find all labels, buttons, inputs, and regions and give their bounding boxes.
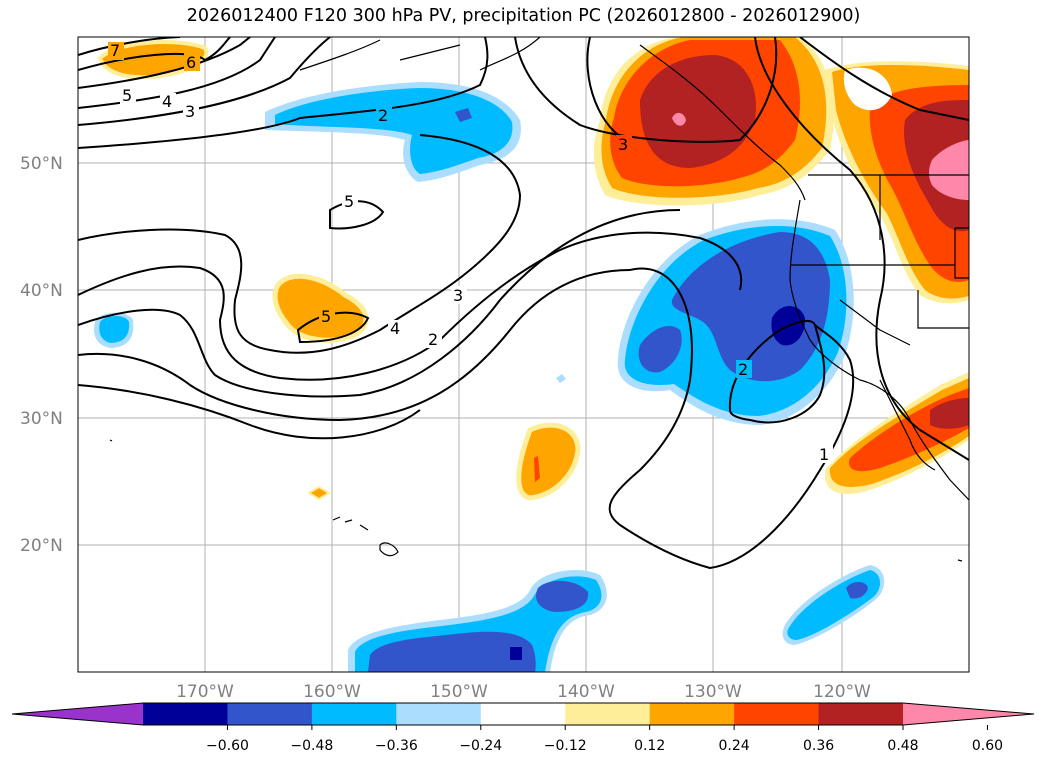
contour-4-loop	[78, 134, 522, 354]
contour-label-2-north: 2	[378, 106, 388, 125]
contour-loop-south	[78, 384, 421, 440]
contour-east-2	[799, 37, 969, 121]
coastline-west-us	[789, 199, 969, 501]
lat-label-40n: 40°N	[20, 281, 63, 301]
colorbar-tick-label: −0.24	[459, 738, 502, 754]
precip-area-se-dot	[556, 374, 566, 383]
contour-label-4: 4	[162, 92, 172, 111]
lon-label-140w: 140°W	[557, 682, 615, 702]
colorbar-segment	[565, 703, 651, 725]
coastline-islands	[109, 439, 963, 562]
precip-area-west-small-core	[99, 316, 130, 343]
precip-area-ne-pacific-peak	[672, 112, 686, 126]
latitude-labels: 50°N 40°N 30°N 20°N	[20, 154, 63, 556]
colorbar-tick-label: −0.60	[206, 738, 249, 754]
contour-5-north	[78, 37, 251, 89]
contour-label-4-loop: 4	[390, 319, 400, 338]
colorbar-segment	[649, 703, 735, 725]
lat-label-20n: 20°N	[20, 536, 63, 556]
colorbar-tick-label: −0.48	[290, 738, 333, 754]
lon-label-150w: 150°W	[430, 682, 488, 702]
lon-label-170w: 170°W	[176, 682, 234, 702]
precip-area-se-blue	[846, 582, 868, 599]
coastline-alaska	[299, 37, 541, 71]
precip-area-mexico-dark	[930, 398, 969, 429]
precip-area-subtropic-orange	[516, 422, 581, 501]
precip-area-south-blue	[368, 631, 536, 672]
precip-area-diamond	[307, 485, 331, 501]
contour-4-north	[78, 37, 276, 109]
contour-label-2-loop: 2	[428, 330, 438, 349]
precip-area-north-pacific-blue	[275, 88, 513, 174]
contour-label-7: 7	[110, 41, 120, 60]
state-borders	[790, 174, 969, 346]
colorbar-segment	[480, 703, 566, 725]
coastlines	[109, 37, 969, 562]
map-frame	[77, 36, 970, 673]
colorbar-tick-label: 0.12	[634, 738, 665, 754]
precip-area-inland-peak	[929, 140, 969, 200]
contour-label-5: 5	[122, 86, 132, 105]
precip-area-south-blue2	[535, 580, 589, 612]
contour-1	[608, 267, 855, 570]
colorbar-tick-label: 0.48	[887, 738, 918, 754]
colorbar-segment	[818, 703, 904, 725]
colorbar-tick-label: −0.36	[375, 738, 418, 754]
contour-label-3-arc: 3	[618, 135, 628, 154]
lat-label-30n: 30°N	[20, 409, 63, 429]
precip-area-subtropic-core	[534, 456, 540, 482]
colorbar-tick-label: −0.12	[544, 738, 587, 754]
contour-6	[78, 37, 231, 71]
coastline-bc	[639, 44, 806, 201]
colorbar-segment	[227, 703, 313, 725]
precip-negative-areas	[94, 82, 885, 672]
contour-label-3: 3	[185, 102, 195, 121]
coastline-baja	[879, 379, 936, 471]
colorbar-outline	[11, 702, 1035, 726]
precip-area-california-blue2	[638, 325, 682, 373]
colorbar-segment	[311, 703, 397, 725]
colorbar-extend-low	[12, 703, 143, 725]
colorbar-segment	[734, 703, 820, 725]
precip-area-north-pacific-core	[455, 108, 472, 122]
contour-label-group: 7 6 5 4 3 2 5 5 4 3 2 3 2 1	[108, 41, 833, 464]
contour-3-loop	[78, 231, 743, 381]
contour-2-arc	[514, 37, 778, 143]
map-title: 2026012400 F120 300 hPa PV, precipitatio…	[186, 6, 861, 26]
contour-label-2-east: 2	[738, 360, 748, 379]
contour-7	[78, 37, 181, 56]
colorbar-extend-high	[903, 703, 1034, 725]
contour-2-south	[78, 209, 681, 398]
contour-2-north	[78, 37, 489, 149]
contour-label-5-loop: 5	[321, 307, 331, 326]
colorbar-tick-label: 0.36	[803, 738, 834, 754]
contour-big-south	[78, 269, 631, 422]
lon-label-130w: 130°W	[684, 682, 742, 702]
colorbar-segment	[143, 703, 228, 725]
contour-3-north	[78, 37, 331, 126]
map-plot-area: 7 6 5 4 3 2 5 5 4 3 2 3 2 1	[78, 37, 969, 672]
lat-label-50n: 50°N	[20, 154, 63, 174]
colorbar: −0.60 −0.48 −0.36 −0.24 −0.12 0.12 0.24 0.36 0.4…	[11, 702, 1035, 754]
lon-label-160w: 160°W	[303, 682, 361, 702]
contour-label-5-center: 5	[344, 192, 354, 211]
colorbar-segment	[396, 703, 482, 725]
colorbar-tick-label: 0.60	[972, 738, 1003, 754]
longitude-labels: 170°W 160°W 150°W 140°W 130°W 120°W	[176, 682, 871, 702]
coastline-hawaii	[332, 516, 399, 557]
contour-label-1: 1	[819, 445, 829, 464]
colorbar-tick-label: 0.24	[719, 738, 750, 754]
precip-area-inland-hole	[843, 67, 892, 111]
contour-label-6: 6	[186, 53, 196, 72]
lon-label-120w: 120°W	[813, 682, 871, 702]
precip-area-south-core	[510, 647, 522, 660]
contour-3-east	[754, 37, 969, 461]
contour-label-3-loop: 3	[453, 286, 463, 305]
